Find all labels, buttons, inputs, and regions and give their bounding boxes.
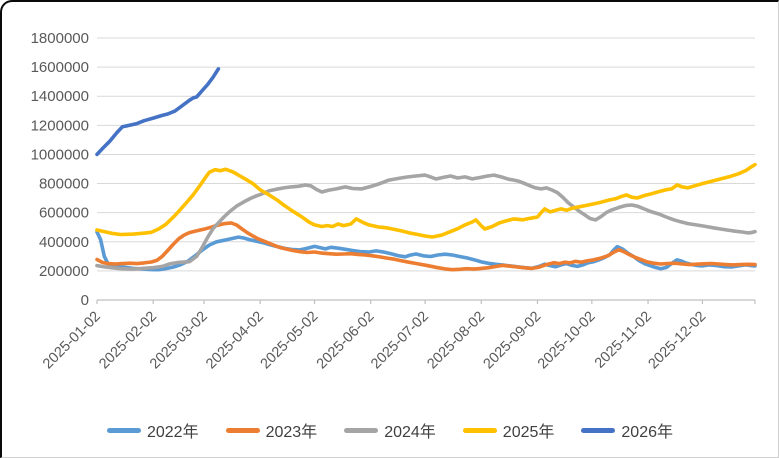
y-axis-label: 200000 [39,263,89,280]
legend-label-2026: 2026年 [621,424,674,441]
legend-swatch-2026 [581,427,616,433]
y-axis-label: 800000 [39,176,89,193]
x-axis-label: 2025-01-02 [40,309,104,373]
series-line-2023[interactable] [95,221,757,272]
y-axis-label: 1000000 [31,146,89,163]
x-axis-label: 2025-04-02 [203,309,267,373]
y-axis-label: 600000 [39,205,89,222]
legend-item-2022[interactable]: 2022年 [106,418,199,442]
legend-item-2025[interactable]: 2025年 [462,418,555,442]
chart-legend: 2022年 2023年 2024年 2025年 2026年 [2,418,778,442]
x-axis-label: 2025-08-02 [424,309,488,373]
x-axis-label: 2025-09-02 [481,309,545,373]
series-line-2026[interactable] [95,67,221,157]
y-axis-label: 400000 [39,234,89,251]
legend-label-2022: 2022年 [146,424,199,441]
legend-item-2024[interactable]: 2024年 [344,418,436,442]
series-line-2022[interactable] [95,230,757,272]
y-axis-label: 1800000 [31,30,89,47]
y-axis-label: 1600000 [31,59,89,76]
series-line-2024[interactable] [95,173,757,271]
y-axis-label: 1200000 [31,117,89,134]
legend-label-2024: 2024年 [384,424,436,441]
x-axis-label: 2025-12-02 [645,309,709,373]
legend-swatch-2024 [344,427,379,433]
legend-swatch-2023 [225,427,260,433]
y-axis-label: 1400000 [31,88,89,105]
x-axis-label: 2025-07-02 [368,309,432,373]
legend-swatch-2022 [106,427,141,433]
legend-item-2023[interactable]: 2023年 [225,418,318,442]
y-axis-label: 0 [81,292,89,309]
legend-label-2023: 2023年 [265,424,318,441]
legend-label-2025: 2025年 [502,424,555,441]
legend-item-2026[interactable]: 2026年 [581,418,673,442]
x-axis-label: 2025-05-02 [258,309,322,373]
x-axis-label: 2025-10-02 [535,309,599,373]
legend-swatch-2025 [462,427,497,433]
series-line-2025[interactable] [95,162,757,239]
x-axis-label: 2025-06-02 [314,309,378,373]
